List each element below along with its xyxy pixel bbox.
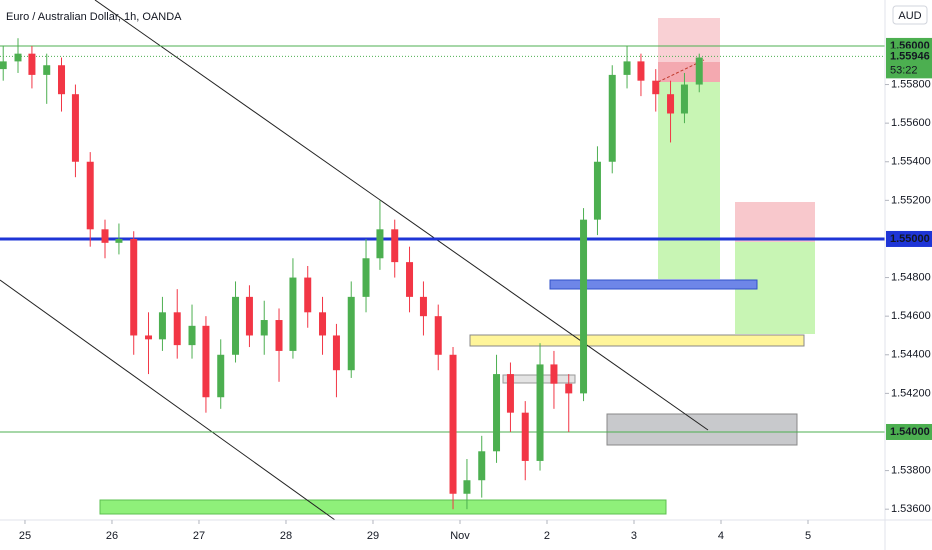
level-label-box [886,423,932,440]
candle-body [347,296,355,371]
candle-body [275,320,283,351]
x-tick-label: 25 [19,530,31,542]
candle-body [232,296,240,355]
y-tick-label: 1.54200 [891,387,931,399]
y-tick-label: 1.55800 [891,78,931,90]
candle-body [593,161,601,220]
x-tick-label: 2 [544,530,550,542]
candle-body [580,219,588,394]
candle-body [304,277,312,313]
drawings [0,0,815,521]
stop-zone [658,18,720,62]
candle-body [493,374,501,452]
candle-body [0,61,7,70]
chart-title: Euro / Australian Dollar, 1h, OANDA [6,11,182,23]
zone [99,499,667,515]
candle-body [43,65,51,75]
axes: 1.55800 1.55600 1.55400 1.55200 1.54800 1.546… [19,37,932,542]
candle-body [202,325,210,398]
level-label: 1.55000 [890,233,930,245]
candle-body [376,229,384,259]
y-tick-label: 1.53800 [891,464,931,476]
candle-body [130,238,138,336]
candle-body [536,364,544,461]
candle-body [362,258,370,297]
zone [606,413,798,446]
candle-body [506,374,514,413]
countdown: 53:22 [890,64,918,76]
candle-body [391,229,399,263]
candle-body [28,53,36,75]
candle-body [695,57,703,85]
levels [0,45,885,433]
x-tick-label: 5 [805,530,811,542]
candle-body [478,451,486,481]
x-tick-label: Nov [450,530,470,542]
candle-body [623,61,631,75]
candle-body [550,364,558,384]
candle-body [637,61,645,81]
candle-body [115,238,123,243]
trend-line [0,279,336,521]
candle-body [332,335,340,371]
candle-body [260,320,268,336]
y-tick-label: 1.54800 [891,271,931,283]
trend-line [94,0,709,431]
y-tick-label: 1.55400 [891,156,931,168]
y-tick-label: 1.55600 [891,117,931,129]
candle-body [463,480,471,494]
candle-body [101,229,109,243]
candle-body [71,94,79,162]
candle-body [521,412,529,461]
candle-body [565,383,573,394]
level-label: 1.54000 [890,426,930,438]
candle-body [449,354,457,494]
candle-body [188,325,196,346]
last-price-box [886,48,932,79]
candle-body [14,53,22,62]
currency-box[interactable] [892,5,928,25]
last-price-label: 1.55946 [890,50,930,62]
candle-body [289,277,297,351]
x-tick-label: 27 [193,530,205,542]
candle-body [245,296,253,336]
y-tick-label: 1.55200 [891,194,931,206]
zone [469,334,805,347]
candle-body [680,84,688,114]
candle-body [419,296,427,317]
y-tick-label: 1.54600 [891,310,931,322]
candle-body [145,335,153,340]
candle-body [158,312,166,340]
candle-body [217,354,225,398]
candle-body [434,316,442,355]
candle-body [608,74,616,162]
x-tick-label: 28 [280,530,292,542]
stop-zone-active [658,62,720,82]
candle-body [86,161,94,230]
y-tick-label: 1.54400 [891,349,931,361]
x-tick-label: 4 [718,530,724,542]
candle-body [406,262,414,297]
x-tick-label: 29 [367,530,379,542]
level-label-box [886,230,932,247]
candle-body [667,94,675,114]
y-tick-label: 1.53600 [891,503,931,515]
candle-body [173,312,181,346]
candle-body [652,80,660,95]
candle-body [58,65,66,95]
x-tick-label: 3 [631,530,637,542]
target-zone [658,82,720,279]
currency[interactable]: AUD [898,10,921,22]
zone [549,279,758,290]
x-tick-label: 26 [106,530,118,542]
stop-zone [735,202,815,242]
candle-body [319,312,327,336]
candles [0,38,703,510]
